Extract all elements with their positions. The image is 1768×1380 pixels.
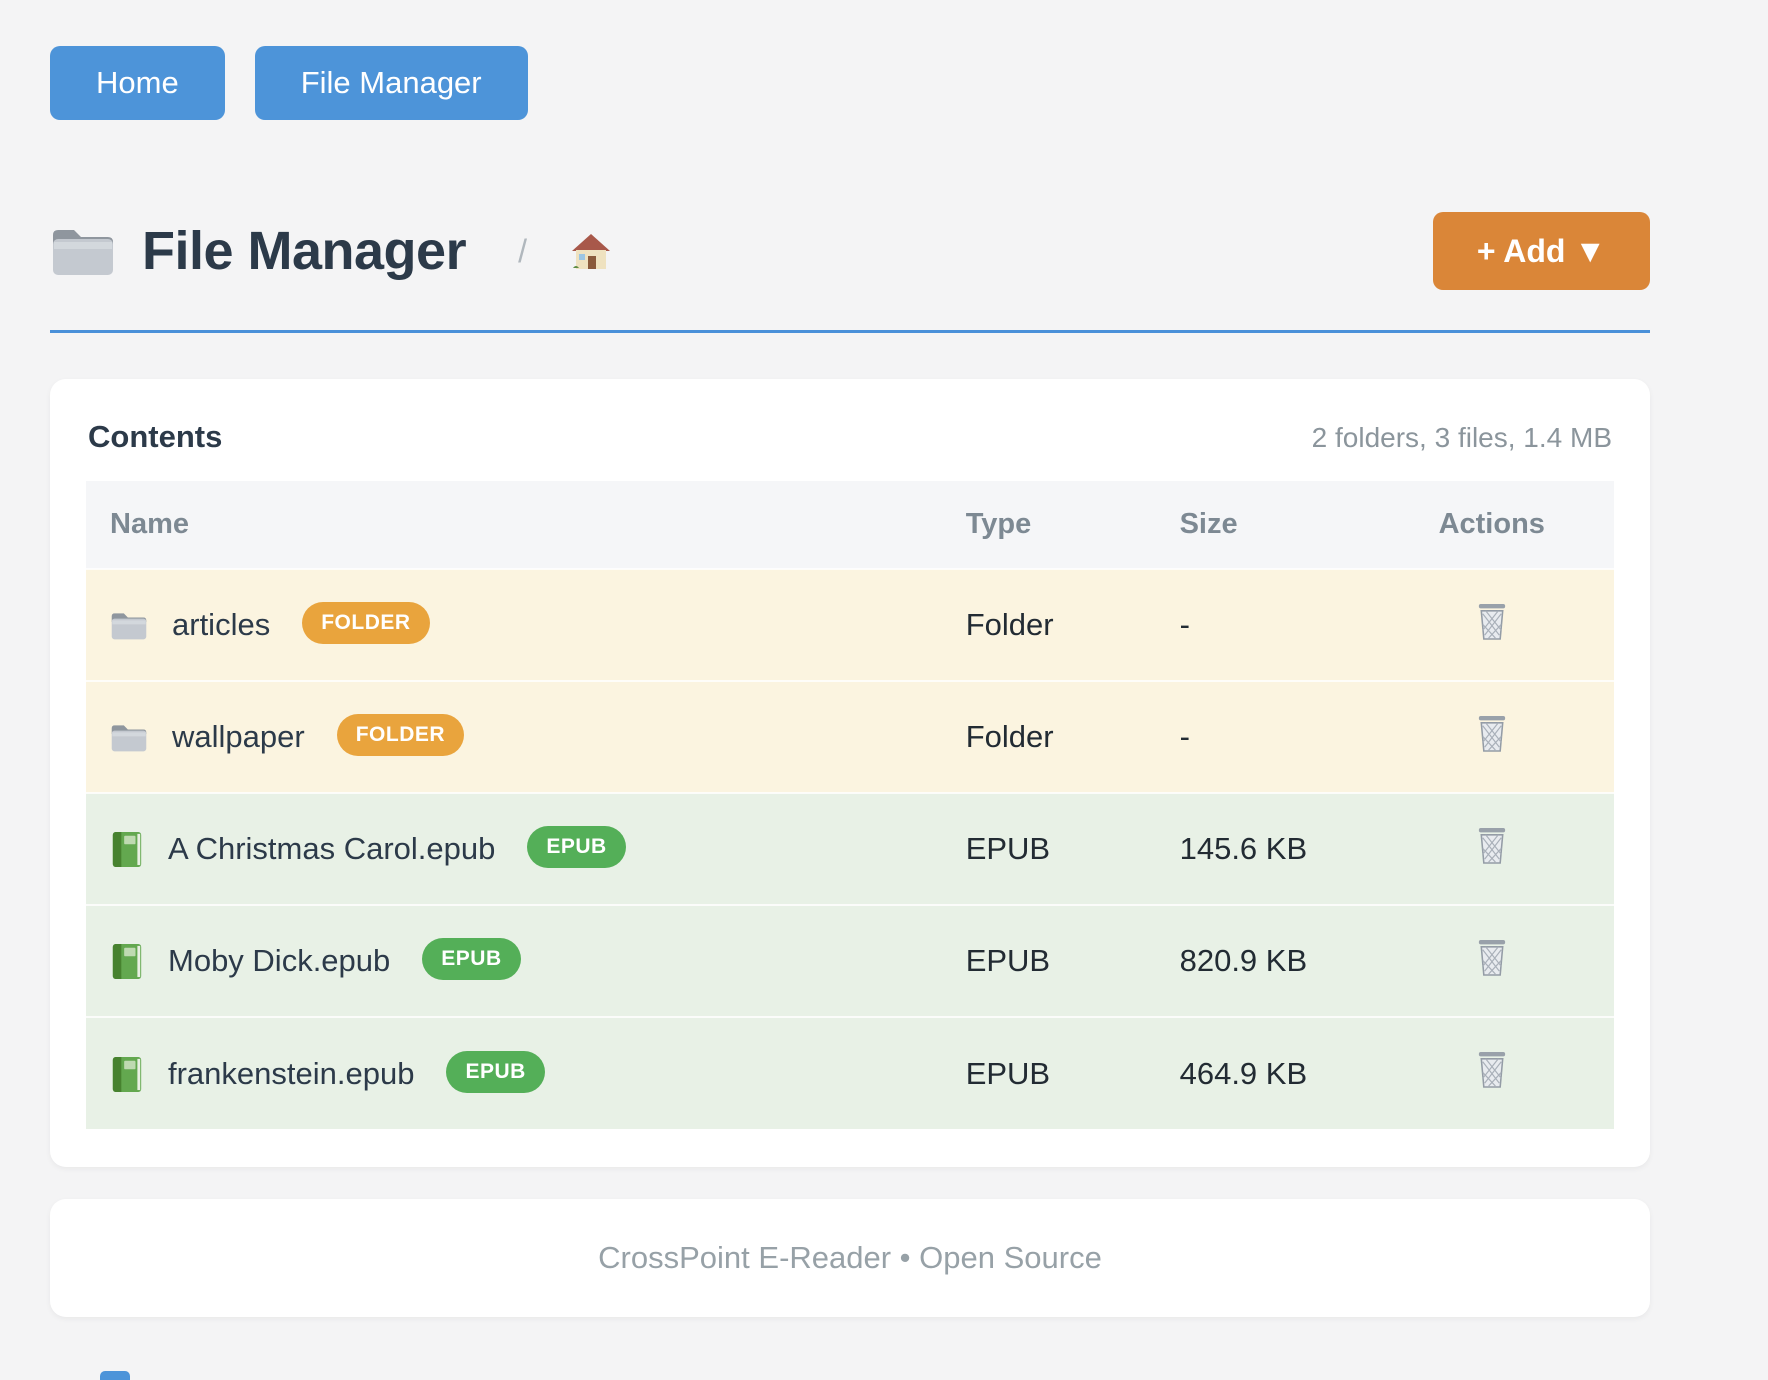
page-title: File Manager — [142, 221, 467, 281]
item-type-badge: FOLDER — [336, 714, 465, 756]
item-size: - — [1155, 568, 1370, 681]
item-name[interactable]: wallpaper — [172, 719, 305, 754]
nav-home-button[interactable]: Home — [50, 46, 225, 120]
contents-table: Name Type Size Actions articles FOLDER F… — [86, 481, 1614, 1129]
nav-file-manager-button[interactable]: File Manager — [254, 46, 528, 120]
table-row: Moby Dick.epub EPUB EPUB 820.9 KB — [86, 904, 1614, 1017]
trash-icon — [1474, 713, 1510, 754]
item-type-badge: EPUB — [527, 826, 626, 868]
footer-text: CrossPoint E-Reader • Open Source — [598, 1240, 1102, 1275]
contents-heading: Contents — [88, 419, 223, 454]
page-header: File Manager / + Add ▼ — [50, 212, 1650, 290]
folder-icon — [110, 609, 148, 642]
item-size: - — [1155, 680, 1370, 793]
green-book-icon — [110, 1055, 144, 1093]
item-type: EPUB — [941, 792, 1156, 905]
footer: CrossPoint E-Reader • Open Source — [50, 1199, 1650, 1317]
trash-icon — [1474, 1049, 1510, 1090]
delete-button[interactable] — [1474, 1049, 1510, 1090]
contents-summary: 2 folders, 3 files, 1.4 MB — [1311, 422, 1612, 453]
table-header-row: Name Type Size Actions — [86, 481, 1614, 569]
add-button[interactable]: + Add ▼ — [1432, 212, 1650, 290]
item-name[interactable]: frankenstein.epub — [168, 1055, 415, 1091]
breadcrumb-separator: / — [518, 232, 527, 269]
trash-icon — [1474, 937, 1510, 978]
item-type-badge: EPUB — [446, 1050, 545, 1093]
item-size: 145.6 KB — [1155, 792, 1370, 905]
column-header-actions: Actions — [1369, 481, 1614, 569]
item-size: 820.9 KB — [1155, 904, 1370, 1017]
item-size: 464.9 KB — [1155, 1016, 1370, 1129]
item-type-badge: EPUB — [422, 938, 521, 980]
green-book-icon — [110, 830, 144, 868]
table-row: A Christmas Carol.epub EPUB EPUB 145.6 K… — [86, 792, 1614, 905]
item-type: Folder — [941, 680, 1156, 793]
column-header-size: Size — [1155, 481, 1370, 569]
trash-icon — [1474, 601, 1510, 642]
item-type-badge: FOLDER — [302, 602, 430, 644]
table-row: articles FOLDER Folder - — [86, 568, 1614, 681]
green-book-icon — [110, 942, 144, 980]
item-type: EPUB — [941, 1016, 1156, 1129]
contents-table-body: articles FOLDER Folder - wallpaper — [86, 568, 1614, 1129]
folder-icon — [110, 721, 148, 754]
table-row: wallpaper FOLDER Folder - — [86, 680, 1614, 793]
clipped-blue-element — [100, 1371, 130, 1380]
trash-icon — [1474, 825, 1510, 866]
column-header-name: Name — [86, 481, 942, 569]
contents-card: Contents 2 folders, 3 files, 1.4 MB Name… — [50, 379, 1650, 1167]
item-type: EPUB — [941, 904, 1156, 1017]
item-name[interactable]: Moby Dick.epub — [168, 943, 391, 978]
header-divider — [50, 330, 1650, 333]
delete-button[interactable] — [1474, 825, 1510, 866]
table-row: frankenstein.epub EPUB EPUB 464.9 KB — [86, 1016, 1614, 1129]
folder-icon — [50, 223, 116, 279]
house-icon[interactable] — [571, 232, 611, 270]
item-name[interactable]: articles — [172, 607, 271, 642]
top-nav: Home File Manager — [50, 0, 1650, 120]
delete-button[interactable] — [1474, 601, 1510, 642]
item-name[interactable]: A Christmas Carol.epub — [168, 831, 496, 866]
column-header-type: Type — [941, 481, 1156, 569]
item-type: Folder — [941, 568, 1156, 681]
delete-button[interactable] — [1474, 937, 1510, 978]
delete-button[interactable] — [1474, 713, 1510, 754]
